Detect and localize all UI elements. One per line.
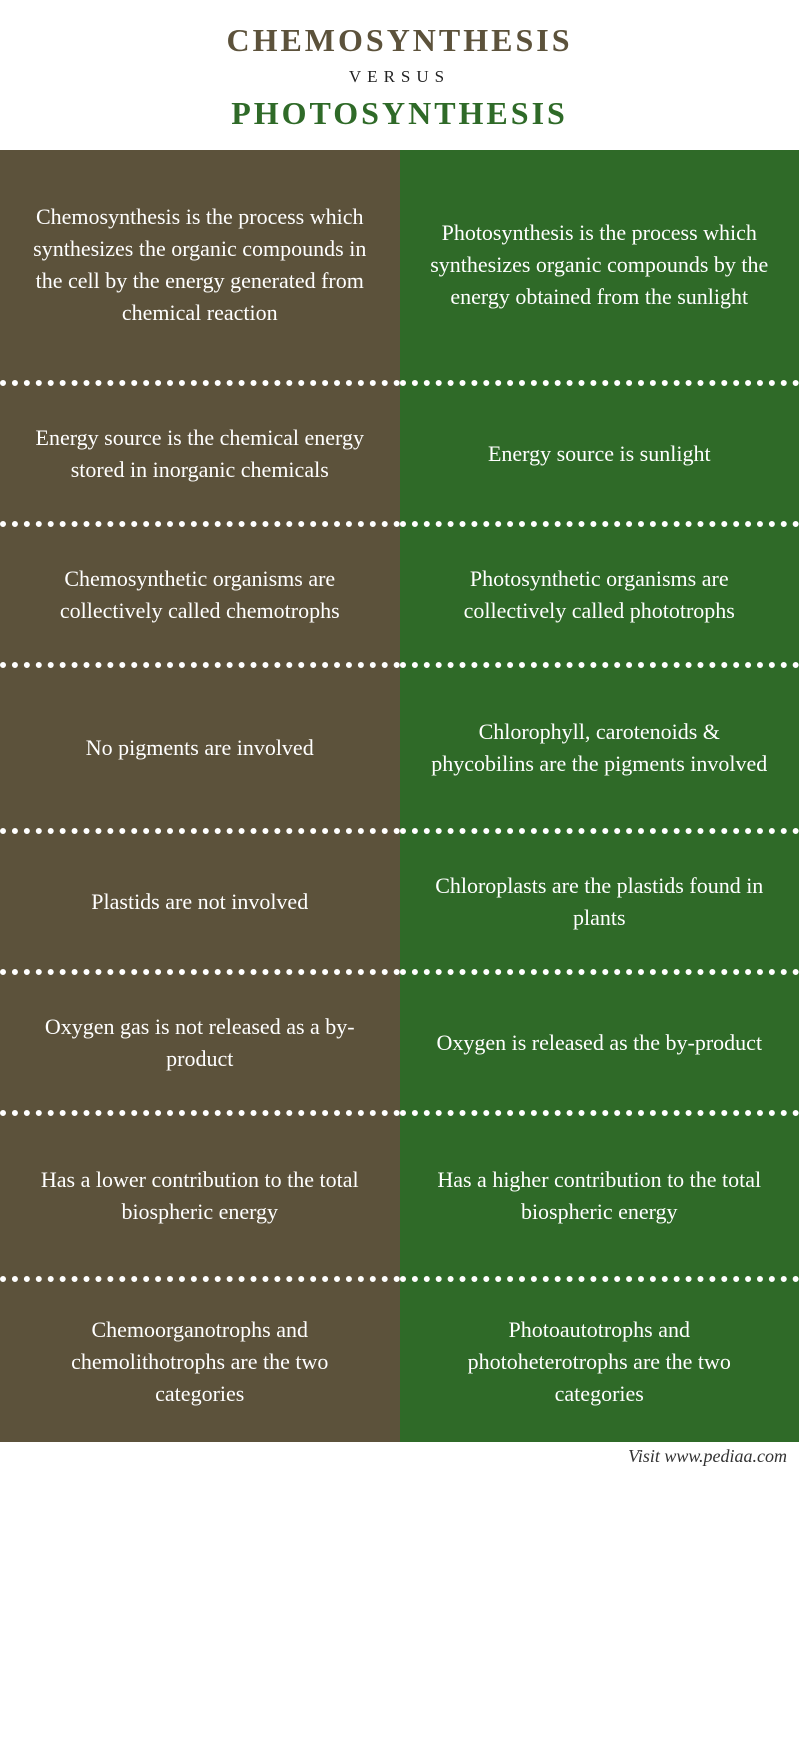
left-cell: Chemosynthesis is the process which synt…	[0, 150, 400, 380]
right-cell: Photosynthesis is the process which synt…	[400, 150, 799, 380]
left-cell: Chemoorganotrophs and chemolithotrophs a…	[0, 1282, 400, 1442]
right-cell: Chloroplasts are the plastids found in p…	[400, 834, 799, 969]
right-column: Photosynthesis is the process which synt…	[400, 150, 799, 1442]
left-column: Chemosynthesis is the process which synt…	[0, 150, 400, 1442]
left-cell: Oxygen gas is not released as a by-produ…	[0, 975, 400, 1110]
right-cell: Chlorophyll, carotenoids & phycobilins a…	[400, 668, 799, 828]
left-cell: Has a lower contribution to the total bi…	[0, 1116, 400, 1276]
footer-credit: Visit www.pediaa.com	[0, 1442, 799, 1475]
title-chemosynthesis: CHEMOSYNTHESIS	[0, 22, 799, 59]
left-cell: Chemosynthetic organisms are collectivel…	[0, 527, 400, 662]
right-cell: Photoautotrophs and photoheterotrophs ar…	[400, 1282, 799, 1442]
right-cell: Energy source is sunlight	[400, 386, 799, 521]
left-cell: Energy source is the chemical energy sto…	[0, 386, 400, 521]
comparison-columns: Chemosynthesis is the process which synt…	[0, 150, 799, 1442]
versus-label: VERSUS	[0, 67, 799, 87]
left-cell: Plastids are not involved	[0, 834, 400, 969]
left-cell: No pigments are involved	[0, 668, 400, 828]
header: CHEMOSYNTHESIS VERSUS PHOTOSYNTHESIS	[0, 0, 799, 150]
right-cell: Has a higher contribution to the total b…	[400, 1116, 799, 1276]
right-cell: Oxygen is released as the by-product	[400, 975, 799, 1110]
right-cell: Photosynthetic organisms are collectivel…	[400, 527, 799, 662]
title-photosynthesis: PHOTOSYNTHESIS	[0, 95, 799, 132]
